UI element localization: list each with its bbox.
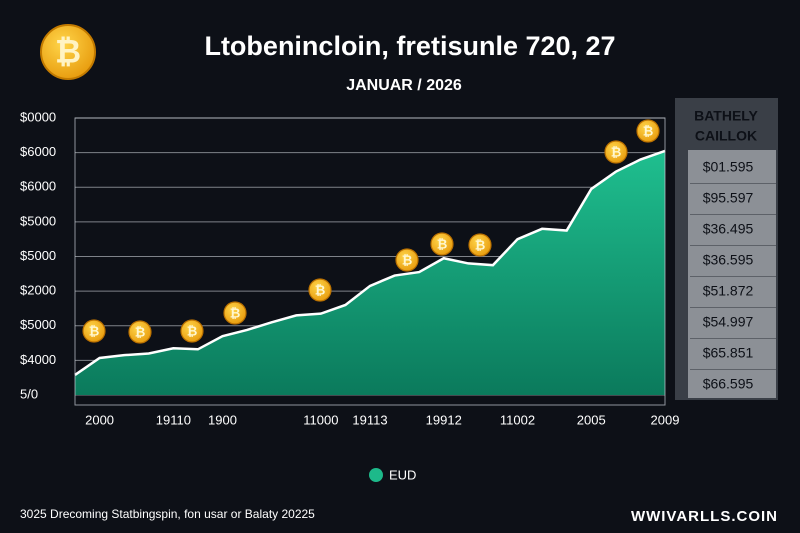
legend: EUD	[369, 467, 416, 482]
x-tick-label: 2000	[85, 412, 114, 427]
side-panel-rows: $01.595 $95.597 $36.495 $36.595 $51.872 $54.9…	[690, 159, 776, 392]
side-panel-row: $66.595	[703, 376, 754, 392]
y-tick-label: $6000	[20, 179, 56, 194]
side-panel-row: $54.997	[703, 314, 754, 330]
y-tick-label: $5000	[20, 248, 56, 263]
y-tick-label: $4000	[20, 352, 56, 367]
side-panel-body	[688, 150, 776, 398]
legend-swatch	[369, 468, 383, 482]
x-tick-label: 11002	[500, 412, 535, 427]
area-fill	[75, 150, 665, 395]
side-panel-row: $36.495	[703, 221, 754, 237]
y-tick-label: 5/0	[20, 386, 38, 401]
plot-area: 5/0 $4000 $5000 $2000 $5000 $5000 $6000 $6000 $0…	[20, 109, 679, 427]
x-tick-label: 1900	[208, 412, 237, 427]
x-tick-label: 19912	[426, 412, 462, 427]
side-panel-title: CAILLOK	[695, 128, 757, 144]
area-line	[74, 149, 666, 376]
y-tick-label: $5000	[20, 317, 56, 332]
x-tick-label: 2005	[577, 412, 606, 427]
chart-title: Ltobenincloin, fretisunle 720, 27	[204, 31, 615, 61]
y-tick-label: $6000	[20, 144, 56, 159]
footer-right: WWIVARLLS.COIN	[631, 508, 778, 525]
svg-text:₿: ₿	[55, 33, 81, 69]
legend-label: EUD	[389, 467, 416, 482]
side-panel-row: $51.872	[703, 283, 754, 299]
x-tick-label: 19110	[156, 412, 191, 427]
plot-frame	[74, 117, 666, 406]
side-panel-title: BATHELY	[694, 108, 758, 124]
x-tick-label: 11000	[303, 412, 338, 427]
side-panel-row: $65.851	[703, 345, 754, 361]
x-tick-label: 19113	[352, 412, 387, 427]
side-panel-row: $01.595	[703, 159, 754, 175]
y-tick-label: $5000	[20, 213, 56, 228]
bitcoin-logo: ₿	[40, 24, 96, 80]
y-tick-label: $2000	[20, 283, 56, 298]
chart-subtitle: JANUAR / 2026	[346, 77, 462, 94]
footer-left: 3025 Drecoming Statbingspin, fon usar or…	[20, 507, 315, 521]
x-tick-label: 2009	[651, 412, 680, 427]
y-tick-label: $0000	[20, 109, 56, 124]
side-panel-row: $36.595	[703, 252, 754, 268]
side-panel-row: $95.597	[703, 190, 754, 206]
